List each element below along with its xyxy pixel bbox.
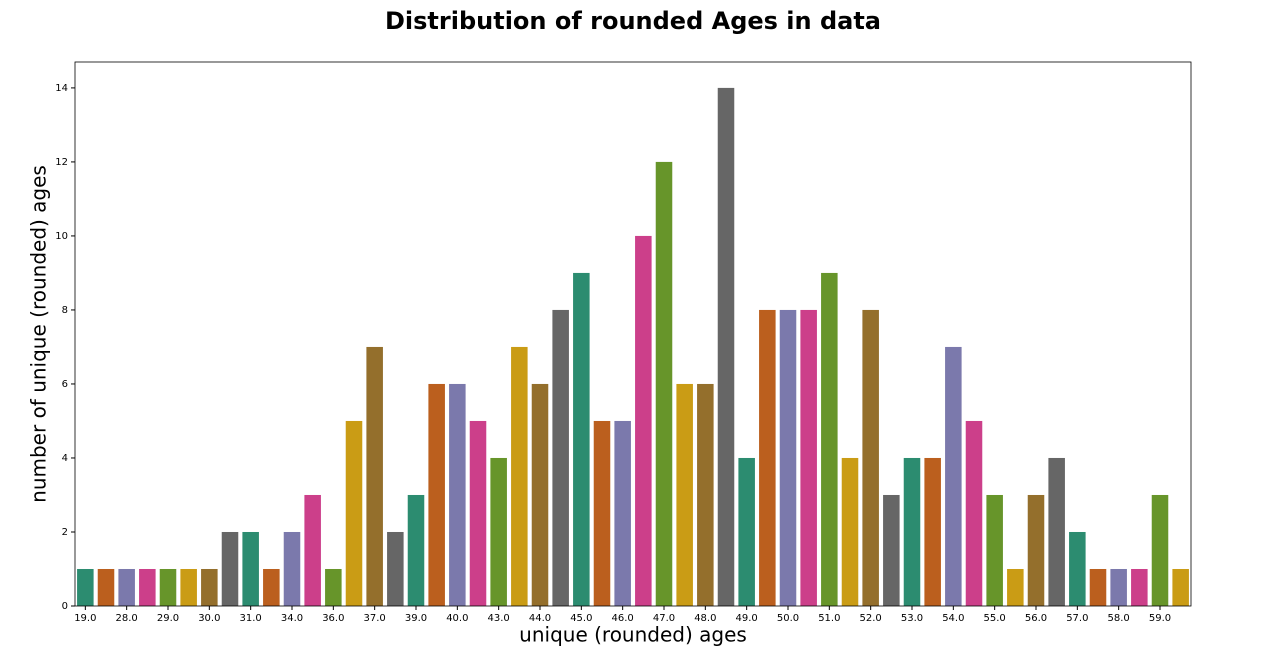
bar	[159, 568, 177, 606]
bar	[531, 383, 549, 606]
bar	[965, 420, 983, 606]
bar	[201, 568, 218, 606]
x-tick-label: 34.0	[281, 613, 303, 624]
bar	[800, 309, 817, 606]
x-tick-label: 47.0	[653, 613, 675, 624]
bar	[593, 420, 611, 606]
y-tick-label: 8	[62, 305, 68, 316]
x-tick-label: 46.0	[612, 613, 634, 624]
bar	[139, 568, 156, 606]
x-tick-label: 37.0	[364, 613, 386, 624]
bar	[1089, 568, 1107, 606]
bar	[97, 568, 115, 606]
plot-frame	[74, 61, 1192, 607]
bar	[903, 457, 921, 606]
x-tick-label: 49.0	[736, 613, 758, 624]
x-tick-label: 50.0	[777, 613, 799, 624]
bar	[614, 420, 631, 606]
bar	[676, 383, 693, 606]
bar	[552, 309, 569, 606]
bar	[118, 568, 135, 606]
y-tick-label: 14	[55, 83, 68, 94]
bar	[490, 457, 507, 606]
y-tick-label: 0	[62, 601, 68, 612]
bar	[221, 531, 239, 606]
bar	[821, 272, 838, 606]
bar	[304, 494, 321, 606]
y-tick-label: 4	[62, 453, 68, 464]
y-tick-label: 12	[55, 157, 68, 168]
bar	[283, 531, 301, 606]
x-tick-label: 57.0	[1066, 613, 1088, 624]
bar	[345, 420, 363, 606]
bar	[862, 309, 879, 606]
bar	[242, 531, 259, 606]
x-tick-label: 43.0	[488, 613, 510, 624]
bar	[1131, 568, 1148, 606]
x-tick-label: 58.0	[1108, 613, 1130, 624]
bar	[263, 568, 280, 606]
x-tick-label: 29.0	[157, 613, 179, 624]
x-tick-label: 39.0	[405, 613, 427, 624]
x-tick-label: 52.0	[860, 613, 882, 624]
x-tick-label: 59.0	[1149, 613, 1171, 624]
bar	[1172, 568, 1189, 606]
bar	[924, 457, 941, 606]
bar	[387, 531, 404, 606]
bar	[366, 346, 383, 606]
x-tick-label: 36.0	[322, 613, 344, 624]
y-tick-label: 2	[62, 527, 68, 538]
y-tick-label: 6	[62, 379, 68, 390]
x-tick-label: 45.0	[570, 613, 592, 624]
chart-title: Distribution of rounded Ages in data	[385, 7, 881, 35]
x-tick-label: 19.0	[74, 613, 96, 624]
bar	[883, 494, 900, 606]
bar	[945, 346, 962, 606]
y-axis-label: number of unique (rounded) ages	[27, 165, 51, 503]
bar	[573, 272, 590, 606]
bar	[986, 494, 1003, 606]
bar	[469, 420, 487, 606]
bar	[841, 457, 859, 606]
x-tick-label: 30.0	[198, 613, 220, 624]
bar	[697, 383, 714, 606]
x-tick-label: 56.0	[1025, 613, 1047, 624]
bar	[449, 383, 466, 606]
bar	[655, 161, 673, 606]
bar	[1151, 494, 1169, 606]
bar	[180, 568, 197, 606]
bar	[511, 346, 528, 606]
x-tick-label: 31.0	[240, 613, 262, 624]
x-tick-label: 44.0	[529, 613, 551, 624]
bar	[779, 309, 797, 606]
x-tick-label: 40.0	[446, 613, 468, 624]
x-axis-label: unique (rounded) ages	[519, 623, 747, 647]
bar	[635, 235, 652, 606]
bar	[1027, 494, 1045, 606]
x-tick-label: 48.0	[694, 613, 716, 624]
x-tick-label: 28.0	[116, 613, 138, 624]
x-tick-label: 51.0	[818, 613, 840, 624]
bar	[407, 494, 425, 606]
bar	[77, 568, 94, 606]
bar	[1069, 531, 1086, 606]
bar	[717, 87, 735, 606]
bar	[1007, 568, 1024, 606]
bar	[325, 568, 342, 606]
bar	[738, 457, 755, 606]
bar	[428, 383, 445, 606]
bar	[1110, 568, 1127, 606]
y-tick-label: 10	[55, 231, 68, 242]
x-tick-label: 54.0	[942, 613, 964, 624]
bar	[759, 309, 776, 606]
x-tick-label: 53.0	[901, 613, 923, 624]
bar	[1048, 457, 1065, 606]
x-tick-label: 55.0	[984, 613, 1006, 624]
